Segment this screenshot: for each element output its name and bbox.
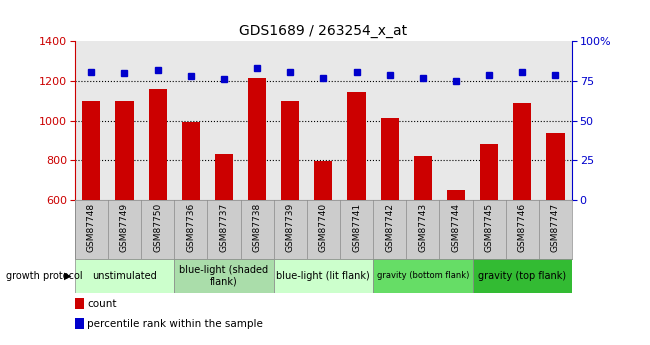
Bar (546, 134, 565, 200)
Bar (281, 101, 300, 200)
Text: GSM87741: GSM87741 (352, 203, 361, 252)
Text: GSM87738: GSM87738 (253, 203, 261, 252)
Text: GSM87750: GSM87750 (153, 203, 162, 252)
Bar (75, 298, 84, 309)
Bar (82, 100, 101, 200)
Text: blue-light (lit flank): blue-light (lit flank) (276, 271, 370, 281)
Text: GSM87746: GSM87746 (518, 203, 527, 252)
Bar (174, 259, 274, 293)
Text: GSM87749: GSM87749 (120, 203, 129, 252)
Text: count: count (87, 298, 117, 308)
Text: blue-light (shaded
flank): blue-light (shaded flank) (179, 265, 268, 287)
Bar (75, 318, 84, 329)
Bar (248, 79, 266, 200)
Bar (480, 144, 499, 200)
Text: GSM87742: GSM87742 (385, 203, 394, 252)
Bar (473, 259, 572, 293)
Text: percentile rank within the sample: percentile rank within the sample (87, 319, 263, 329)
Bar (513, 103, 532, 200)
Title: GDS1689 / 263254_x_at: GDS1689 / 263254_x_at (239, 23, 408, 38)
Bar (274, 259, 373, 293)
Bar (413, 156, 432, 200)
Text: GSM87744: GSM87744 (452, 203, 460, 252)
Bar (75, 259, 174, 293)
Bar (347, 92, 366, 200)
Bar (314, 161, 333, 200)
Text: gravity (bottom flank): gravity (bottom flank) (376, 272, 469, 280)
Text: GSM87748: GSM87748 (87, 203, 96, 252)
Text: gravity (top flank): gravity (top flank) (478, 271, 566, 281)
Bar (214, 154, 233, 200)
Bar (148, 89, 167, 200)
Text: GSM87736: GSM87736 (187, 203, 195, 252)
Text: GSM87743: GSM87743 (419, 203, 427, 252)
Bar (181, 122, 200, 200)
Text: GSM87739: GSM87739 (286, 203, 294, 252)
Text: GSM87745: GSM87745 (485, 203, 493, 252)
Text: GSM87737: GSM87737 (220, 203, 228, 252)
Text: ▶: ▶ (64, 271, 72, 281)
Text: GSM87740: GSM87740 (319, 203, 328, 252)
Text: growth protocol: growth protocol (6, 271, 83, 281)
Text: unstimulated: unstimulated (92, 271, 157, 281)
Bar (380, 118, 399, 200)
Bar (447, 190, 465, 200)
Bar (115, 101, 134, 200)
Text: GSM87747: GSM87747 (551, 203, 560, 252)
Bar (373, 259, 473, 293)
